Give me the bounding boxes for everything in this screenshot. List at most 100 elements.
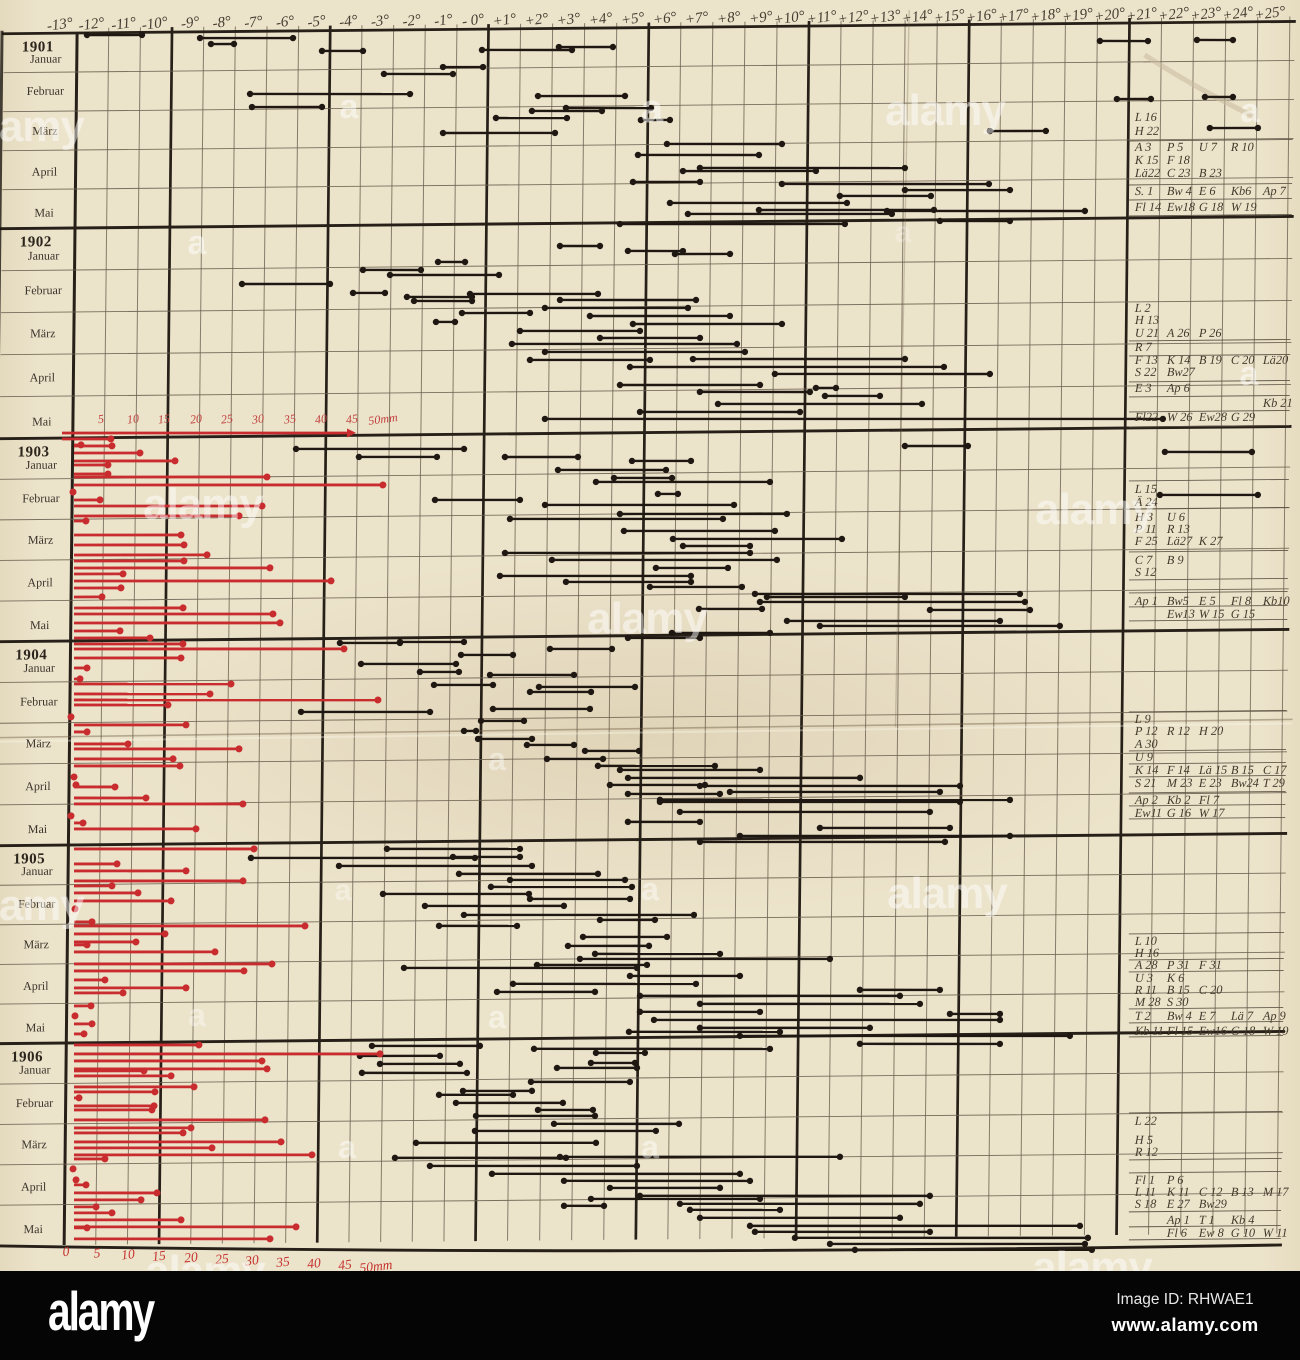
svg-text:A 30: A 30 (1134, 737, 1158, 751)
svg-text:P 11: P 11 (1134, 522, 1157, 536)
svg-text:G 18: G 18 (1199, 200, 1224, 214)
svg-text:Bw 4: Bw 4 (1167, 184, 1192, 198)
svg-text:A 26: A 26 (1166, 326, 1191, 340)
svg-text:Kb10: Kb10 (1262, 594, 1290, 608)
svg-text:Bw29: Bw29 (1199, 1197, 1227, 1211)
svg-text:W 19: W 19 (1231, 200, 1257, 214)
svg-text:K 11: K 11 (1166, 1185, 1190, 1199)
svg-text:B 23: B 23 (1199, 166, 1222, 180)
svg-text:+2°: +2° (524, 11, 549, 30)
svg-text:1903: 1903 (17, 444, 49, 460)
svg-text:1904: 1904 (15, 647, 47, 663)
svg-text:-7°: -7° (243, 13, 263, 32)
svg-text:-12°: -12° (78, 15, 106, 35)
svg-text:Januar: Januar (19, 1062, 50, 1076)
svg-text:Ap 6: Ap 6 (1166, 381, 1191, 395)
svg-text:K 27: K 27 (1198, 534, 1224, 548)
svg-text:März: März (24, 937, 49, 951)
svg-text:Februar: Februar (20, 694, 57, 708)
svg-text:Lä 7: Lä 7 (1230, 1009, 1254, 1023)
svg-text:50mm: 50mm (359, 1257, 394, 1271)
svg-text:S. 1: S. 1 (1135, 184, 1154, 198)
svg-text:März: März (32, 124, 57, 138)
svg-text:A 3: A 3 (1134, 140, 1152, 154)
svg-text:Mai: Mai (30, 618, 50, 632)
svg-text:Ew16: Ew16 (1198, 1024, 1228, 1038)
svg-text:W 17: W 17 (1199, 806, 1226, 820)
svg-text:B 15: B 15 (1167, 983, 1190, 997)
svg-text:45: 45 (345, 411, 358, 426)
svg-text:a: a (488, 741, 506, 777)
svg-text:B 15: B 15 (1231, 763, 1254, 777)
svg-text:Bw 4: Bw 4 (1167, 1009, 1192, 1023)
svg-text:B 9: B 9 (1167, 553, 1184, 567)
svg-text:Fl 6: Fl 6 (1166, 1226, 1188, 1240)
svg-text:Bw5: Bw5 (1167, 594, 1189, 608)
svg-text:B 19: B 19 (1199, 353, 1222, 367)
svg-text:C 20: C 20 (1199, 983, 1223, 997)
svg-text:a: a (641, 871, 659, 907)
svg-text:H 13: H 13 (1134, 313, 1159, 327)
svg-text:April: April (30, 370, 56, 384)
svg-text:E 6: E 6 (1198, 184, 1217, 198)
svg-text:Lä20: Lä20 (1262, 353, 1288, 367)
svg-text:S 22: S 22 (1135, 365, 1157, 379)
svg-text:G 18: G 18 (1231, 1024, 1256, 1038)
svg-text:-10°: -10° (141, 14, 169, 34)
svg-text:R 12: R 12 (1166, 724, 1190, 738)
svg-text:Kb6: Kb6 (1230, 184, 1252, 198)
svg-text:+8°: +8° (716, 9, 741, 28)
svg-text:Ew18: Ew18 (1166, 200, 1196, 214)
svg-text:P 6: P 6 (1166, 1173, 1185, 1187)
svg-text:Mai: Mai (34, 206, 54, 220)
svg-text:G 29: G 29 (1231, 410, 1255, 424)
svg-text:Bw24: Bw24 (1231, 776, 1259, 790)
svg-text:+13°: +13° (869, 7, 902, 27)
svg-text:U 9: U 9 (1135, 750, 1153, 764)
svg-text:+4°: +4° (588, 10, 613, 29)
svg-text:Kb 2: Kb 2 (1166, 793, 1191, 807)
svg-text:U 7: U 7 (1199, 140, 1218, 154)
svg-text:+19°: +19° (1061, 5, 1094, 25)
svg-text:-3°: -3° (370, 12, 390, 31)
svg-text:W 26: W 26 (1167, 410, 1194, 424)
svg-text:+23°: +23° (1189, 4, 1222, 24)
svg-text:P 12: P 12 (1134, 724, 1158, 738)
svg-text:Lä22: Lä22 (1134, 166, 1160, 180)
svg-text:R 10: R 10 (1230, 140, 1254, 154)
svg-text:+22°: +22° (1157, 5, 1190, 25)
svg-text:Fl 7: Fl 7 (1198, 793, 1220, 807)
svg-text:L 15: L 15 (1134, 482, 1157, 496)
svg-text:1901: 1901 (22, 39, 54, 55)
svg-text:+14°: +14° (901, 7, 934, 27)
svg-text:+10°: +10° (773, 8, 806, 28)
svg-text:Januar: Januar (26, 458, 57, 472)
svg-text:alamy: alamy (1035, 485, 1156, 534)
svg-text:15: 15 (152, 1248, 167, 1264)
svg-text:F 25: F 25 (1134, 534, 1158, 548)
svg-text:-5°: -5° (307, 13, 327, 32)
svg-text:R 11: R 11 (1134, 983, 1157, 997)
svg-text:alamy: alamy (143, 480, 264, 529)
svg-text:30: 30 (243, 1252, 259, 1269)
svg-text:Mai: Mai (32, 414, 52, 428)
svg-text:Ew 8: Ew 8 (1198, 1226, 1225, 1240)
svg-text:Lä 15: Lä 15 (1198, 763, 1228, 777)
svg-text:C 17: C 17 (1263, 763, 1288, 777)
svg-text:+5°: +5° (620, 10, 645, 29)
svg-text:-9°: -9° (180, 14, 200, 33)
svg-text:+7°: +7° (684, 9, 709, 28)
svg-text:E 5: E 5 (1198, 594, 1216, 608)
svg-text:Fl 15: Fl 15 (1166, 1024, 1193, 1038)
svg-text:H 5: H 5 (1134, 1133, 1153, 1147)
svg-text:Bw27: Bw27 (1167, 365, 1196, 379)
svg-text:a: a (340, 88, 360, 126)
svg-text:Kb 4: Kb 4 (1230, 1213, 1255, 1227)
svg-text:Ew11: Ew11 (1134, 806, 1162, 820)
svg-text:Januar: Januar (28, 248, 59, 262)
svg-text:April: April (23, 979, 49, 993)
svg-text:0: 0 (62, 1244, 70, 1260)
svg-text:a: a (338, 1129, 356, 1165)
svg-text:T 29: T 29 (1263, 776, 1285, 790)
svg-text:+1°: +1° (492, 11, 517, 30)
